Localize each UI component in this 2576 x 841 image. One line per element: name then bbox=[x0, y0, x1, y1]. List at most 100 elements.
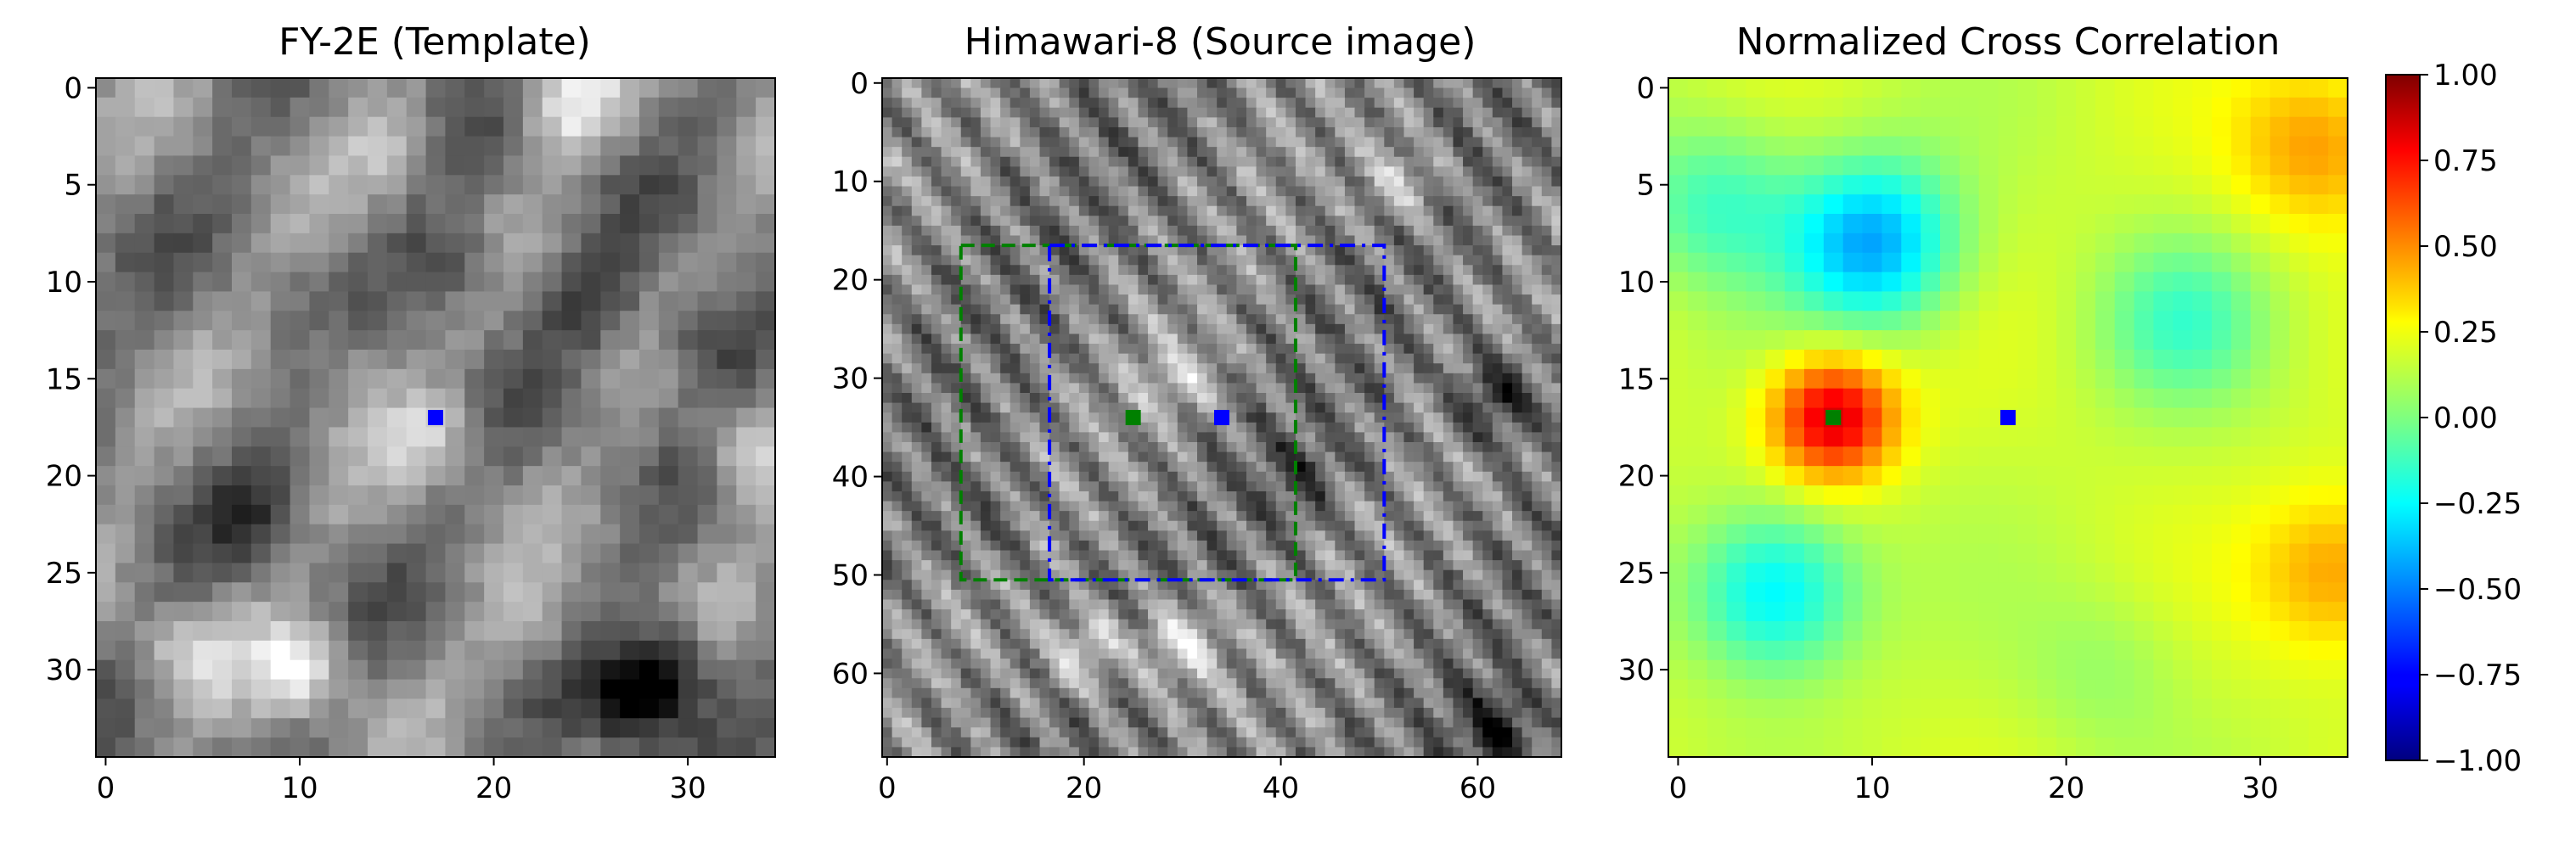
heat-cell bbox=[1206, 265, 1218, 276]
heat-cell bbox=[1433, 235, 1444, 246]
heat-cell bbox=[1482, 501, 1493, 512]
heat-cell bbox=[882, 520, 893, 531]
heat-cell bbox=[348, 466, 368, 486]
heat-cell bbox=[115, 485, 136, 506]
heat-cell bbox=[1049, 580, 1060, 591]
heat-cell bbox=[1315, 550, 1326, 561]
heat-cell bbox=[1354, 205, 1365, 216]
heat-cell bbox=[1393, 323, 1405, 335]
heat-cell bbox=[1020, 196, 1031, 207]
heat-cell bbox=[1482, 580, 1493, 591]
heat-cell bbox=[697, 136, 718, 157]
heat-cell bbox=[1206, 323, 1218, 335]
heat-cell bbox=[1128, 126, 1139, 138]
heat-cell bbox=[503, 291, 524, 311]
heat-cell bbox=[1217, 98, 1228, 109]
heat-cell bbox=[931, 609, 942, 620]
heat-cell bbox=[1020, 98, 1031, 109]
heat-cell bbox=[1157, 117, 1168, 128]
heat-cell bbox=[484, 524, 504, 545]
heat-cell bbox=[464, 155, 485, 176]
heat-cell bbox=[1118, 540, 1129, 552]
heat-cell bbox=[658, 388, 679, 409]
heat-cell bbox=[1344, 501, 1356, 512]
heat-cell bbox=[1256, 402, 1267, 413]
heat-cell bbox=[406, 621, 427, 642]
y-tick-label: 15 bbox=[46, 362, 82, 396]
heat-cell bbox=[1049, 393, 1060, 404]
heat-cell bbox=[1000, 166, 1011, 177]
heat-cell bbox=[960, 589, 971, 601]
heat-cell bbox=[1344, 432, 1356, 443]
heat-cell bbox=[1325, 323, 1336, 335]
heat-cell bbox=[1492, 373, 1504, 384]
heat-cell bbox=[1256, 511, 1267, 522]
heat-cell bbox=[406, 698, 427, 719]
heat-cell bbox=[1059, 501, 1070, 512]
heat-cell bbox=[134, 718, 155, 738]
heat-cell bbox=[425, 233, 447, 254]
heat-cell bbox=[1020, 294, 1031, 306]
heat-cell bbox=[970, 422, 981, 433]
heat-cell bbox=[1521, 78, 1533, 89]
heat-cell bbox=[1414, 550, 1425, 561]
heat-cell bbox=[368, 679, 388, 700]
heat-cell bbox=[921, 255, 932, 266]
heat-cell bbox=[270, 466, 291, 486]
heat-cell bbox=[1354, 481, 1365, 492]
heat-cell bbox=[1029, 334, 1041, 345]
heat-cell bbox=[1187, 196, 1198, 207]
heat-cell bbox=[1226, 274, 1237, 286]
heat-cell bbox=[1000, 580, 1011, 591]
heat-cell bbox=[697, 214, 718, 234]
heat-cell bbox=[250, 272, 272, 293]
heat-cell bbox=[1148, 255, 1159, 266]
heat-cell bbox=[1000, 304, 1011, 315]
heat-cell bbox=[425, 485, 447, 506]
heat-cell bbox=[386, 368, 408, 390]
heat-cell bbox=[1177, 323, 1189, 335]
heat-cell bbox=[1285, 107, 1296, 118]
heat-cell bbox=[658, 524, 679, 545]
heat-cell bbox=[980, 323, 992, 335]
heat-cell bbox=[921, 422, 932, 433]
heat-cell bbox=[1039, 137, 1050, 148]
heat-cell bbox=[1423, 294, 1434, 306]
heat-cell bbox=[911, 245, 922, 256]
heat-cell bbox=[484, 78, 504, 98]
heat-cell bbox=[1266, 87, 1277, 98]
heat-cell bbox=[1138, 373, 1149, 384]
heat-cell bbox=[1541, 334, 1552, 345]
heat-cell bbox=[1512, 511, 1523, 522]
heat-cell bbox=[445, 233, 465, 254]
heat-cell bbox=[1403, 235, 1415, 246]
heat-cell bbox=[232, 330, 252, 350]
heat-cell bbox=[1206, 304, 1218, 315]
heat-cell bbox=[1482, 225, 1493, 237]
heat-cell bbox=[1403, 344, 1415, 355]
heat-cell bbox=[1354, 511, 1365, 522]
heat-cell bbox=[1128, 284, 1139, 295]
heat-cell bbox=[232, 214, 252, 234]
heat-cell bbox=[1000, 599, 1011, 610]
heat-cell bbox=[1384, 98, 1395, 109]
heat-cell bbox=[193, 194, 213, 215]
heat-cell bbox=[941, 117, 952, 128]
heat-cell bbox=[1512, 186, 1523, 197]
heat-cell bbox=[1285, 147, 1296, 158]
heat-cell bbox=[1197, 186, 1208, 197]
heat-cell bbox=[1305, 216, 1316, 227]
heat-cell bbox=[1403, 530, 1415, 541]
heat-cell bbox=[581, 136, 601, 157]
heat-cell bbox=[1532, 491, 1543, 502]
heat-cell bbox=[96, 330, 116, 350]
heat-cell bbox=[503, 194, 524, 215]
heat-cell bbox=[1088, 225, 1100, 237]
heat-cell bbox=[1325, 156, 1336, 167]
heat-cell bbox=[902, 530, 913, 541]
heat-cell bbox=[250, 737, 272, 758]
heat-cell bbox=[250, 330, 272, 350]
heat-cell bbox=[1315, 530, 1326, 541]
heat-cell bbox=[250, 698, 272, 719]
heat-cell bbox=[658, 698, 679, 719]
